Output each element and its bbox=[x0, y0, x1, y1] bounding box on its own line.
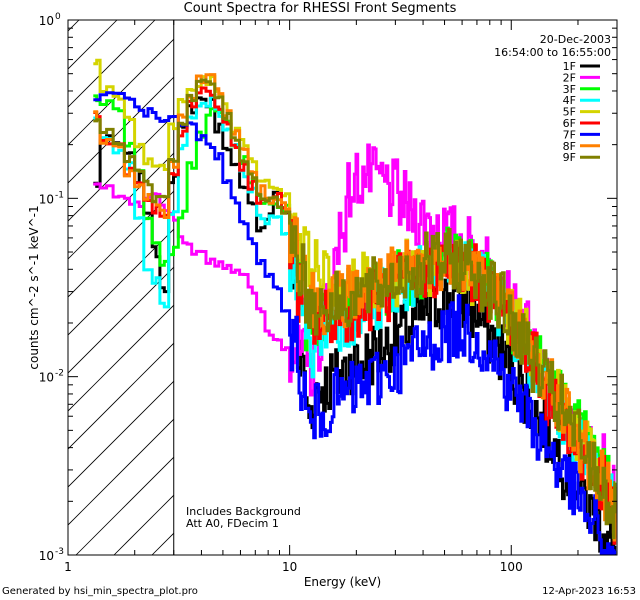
hatch-line bbox=[68, 228, 174, 336]
hatch-line bbox=[68, 380, 174, 488]
y-tick-exponent: -2 bbox=[55, 369, 64, 379]
hatch-line bbox=[68, 38, 174, 146]
observation-date: 20-Dec-2003 bbox=[539, 33, 611, 46]
hatch-line bbox=[68, 190, 174, 298]
x-axis-label: Energy (keV) bbox=[304, 575, 381, 589]
y-tick-label: 10 bbox=[39, 14, 54, 28]
legend-label-9F: 9F bbox=[563, 151, 576, 164]
y-axis-label: counts cm^-2 s^-1 keV^-1 bbox=[27, 205, 41, 369]
x-tick-label: 100 bbox=[500, 560, 523, 574]
y-tick-label: 10 bbox=[39, 192, 54, 206]
attenuator-note: Att A0, FDecim 1 bbox=[186, 517, 279, 530]
plot-frame bbox=[67, 19, 618, 556]
hatch-line bbox=[68, 266, 174, 374]
legend-label-2F: 2F bbox=[563, 71, 576, 84]
observation-time-range: 16:54:00 to 16:55:00 bbox=[494, 46, 611, 59]
generated-by-label: Generated by hsi_min_spectra_plot.pro bbox=[2, 586, 198, 597]
hatch-line bbox=[0, 20, 3, 555]
legend-label-3F: 3F bbox=[563, 83, 576, 96]
y-tick-exponent: -1 bbox=[55, 190, 64, 200]
y-tick-exponent: 0 bbox=[55, 12, 61, 22]
y-tick-label: 10 bbox=[39, 549, 54, 563]
legend-label-8F: 8F bbox=[563, 140, 576, 153]
background-note: Includes Background bbox=[186, 505, 301, 518]
series-line-7F bbox=[93, 91, 617, 555]
y-tick-exponent: -3 bbox=[55, 547, 64, 557]
generation-timestamp: 12-Apr-2023 16:53 bbox=[542, 586, 636, 597]
legend-label-7F: 7F bbox=[563, 128, 576, 141]
legend-label-1F: 1F bbox=[563, 60, 576, 73]
x-tick-label: 10 bbox=[282, 560, 297, 574]
y-tick-label: 10 bbox=[39, 371, 54, 385]
hatch-line bbox=[68, 418, 174, 526]
legend-label-4F: 4F bbox=[563, 94, 576, 107]
x-tick-label: 1 bbox=[64, 560, 72, 574]
hatch-line bbox=[75, 456, 174, 555]
chart-title: Count Spectra for RHESSI Front Segments bbox=[183, 1, 457, 16]
series-line-9F bbox=[93, 78, 617, 540]
legend-label-5F: 5F bbox=[563, 106, 576, 119]
series-lines bbox=[93, 58, 617, 555]
legend-label-6F: 6F bbox=[563, 117, 576, 130]
